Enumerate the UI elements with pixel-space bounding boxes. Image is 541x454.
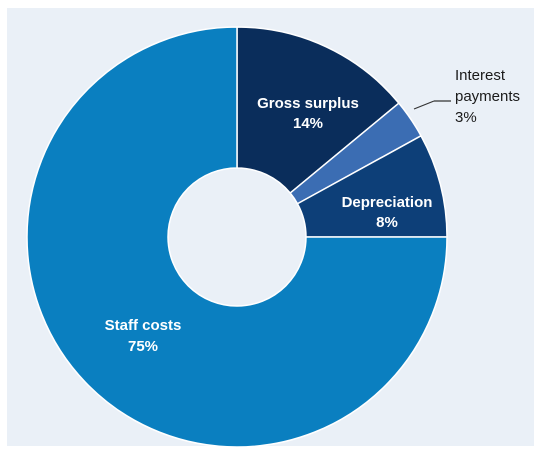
slice-value-gross-surplus: 14% <box>293 115 323 132</box>
slice-label-interest-line1: Interest <box>455 67 506 84</box>
slice-label-depreciation: Depreciation <box>342 194 433 211</box>
slice-value-interest: 3% <box>455 109 477 126</box>
slice-gross-surplus <box>236 26 400 194</box>
leader-line-segment-1 <box>413 100 435 110</box>
slice-label-gross-surplus: Gross surplus <box>257 95 359 112</box>
labels-group: Gross surplus 14% Interest payments 3% D… <box>105 67 520 355</box>
slices-group <box>26 26 448 448</box>
slice-label-interest-line2: payments <box>455 88 520 105</box>
slice-label-staff-costs: Staff costs <box>105 317 182 334</box>
slice-value-staff-costs: 75% <box>128 338 158 355</box>
slice-value-depreciation: 8% <box>376 214 398 231</box>
slice-staff-costs <box>26 26 448 448</box>
